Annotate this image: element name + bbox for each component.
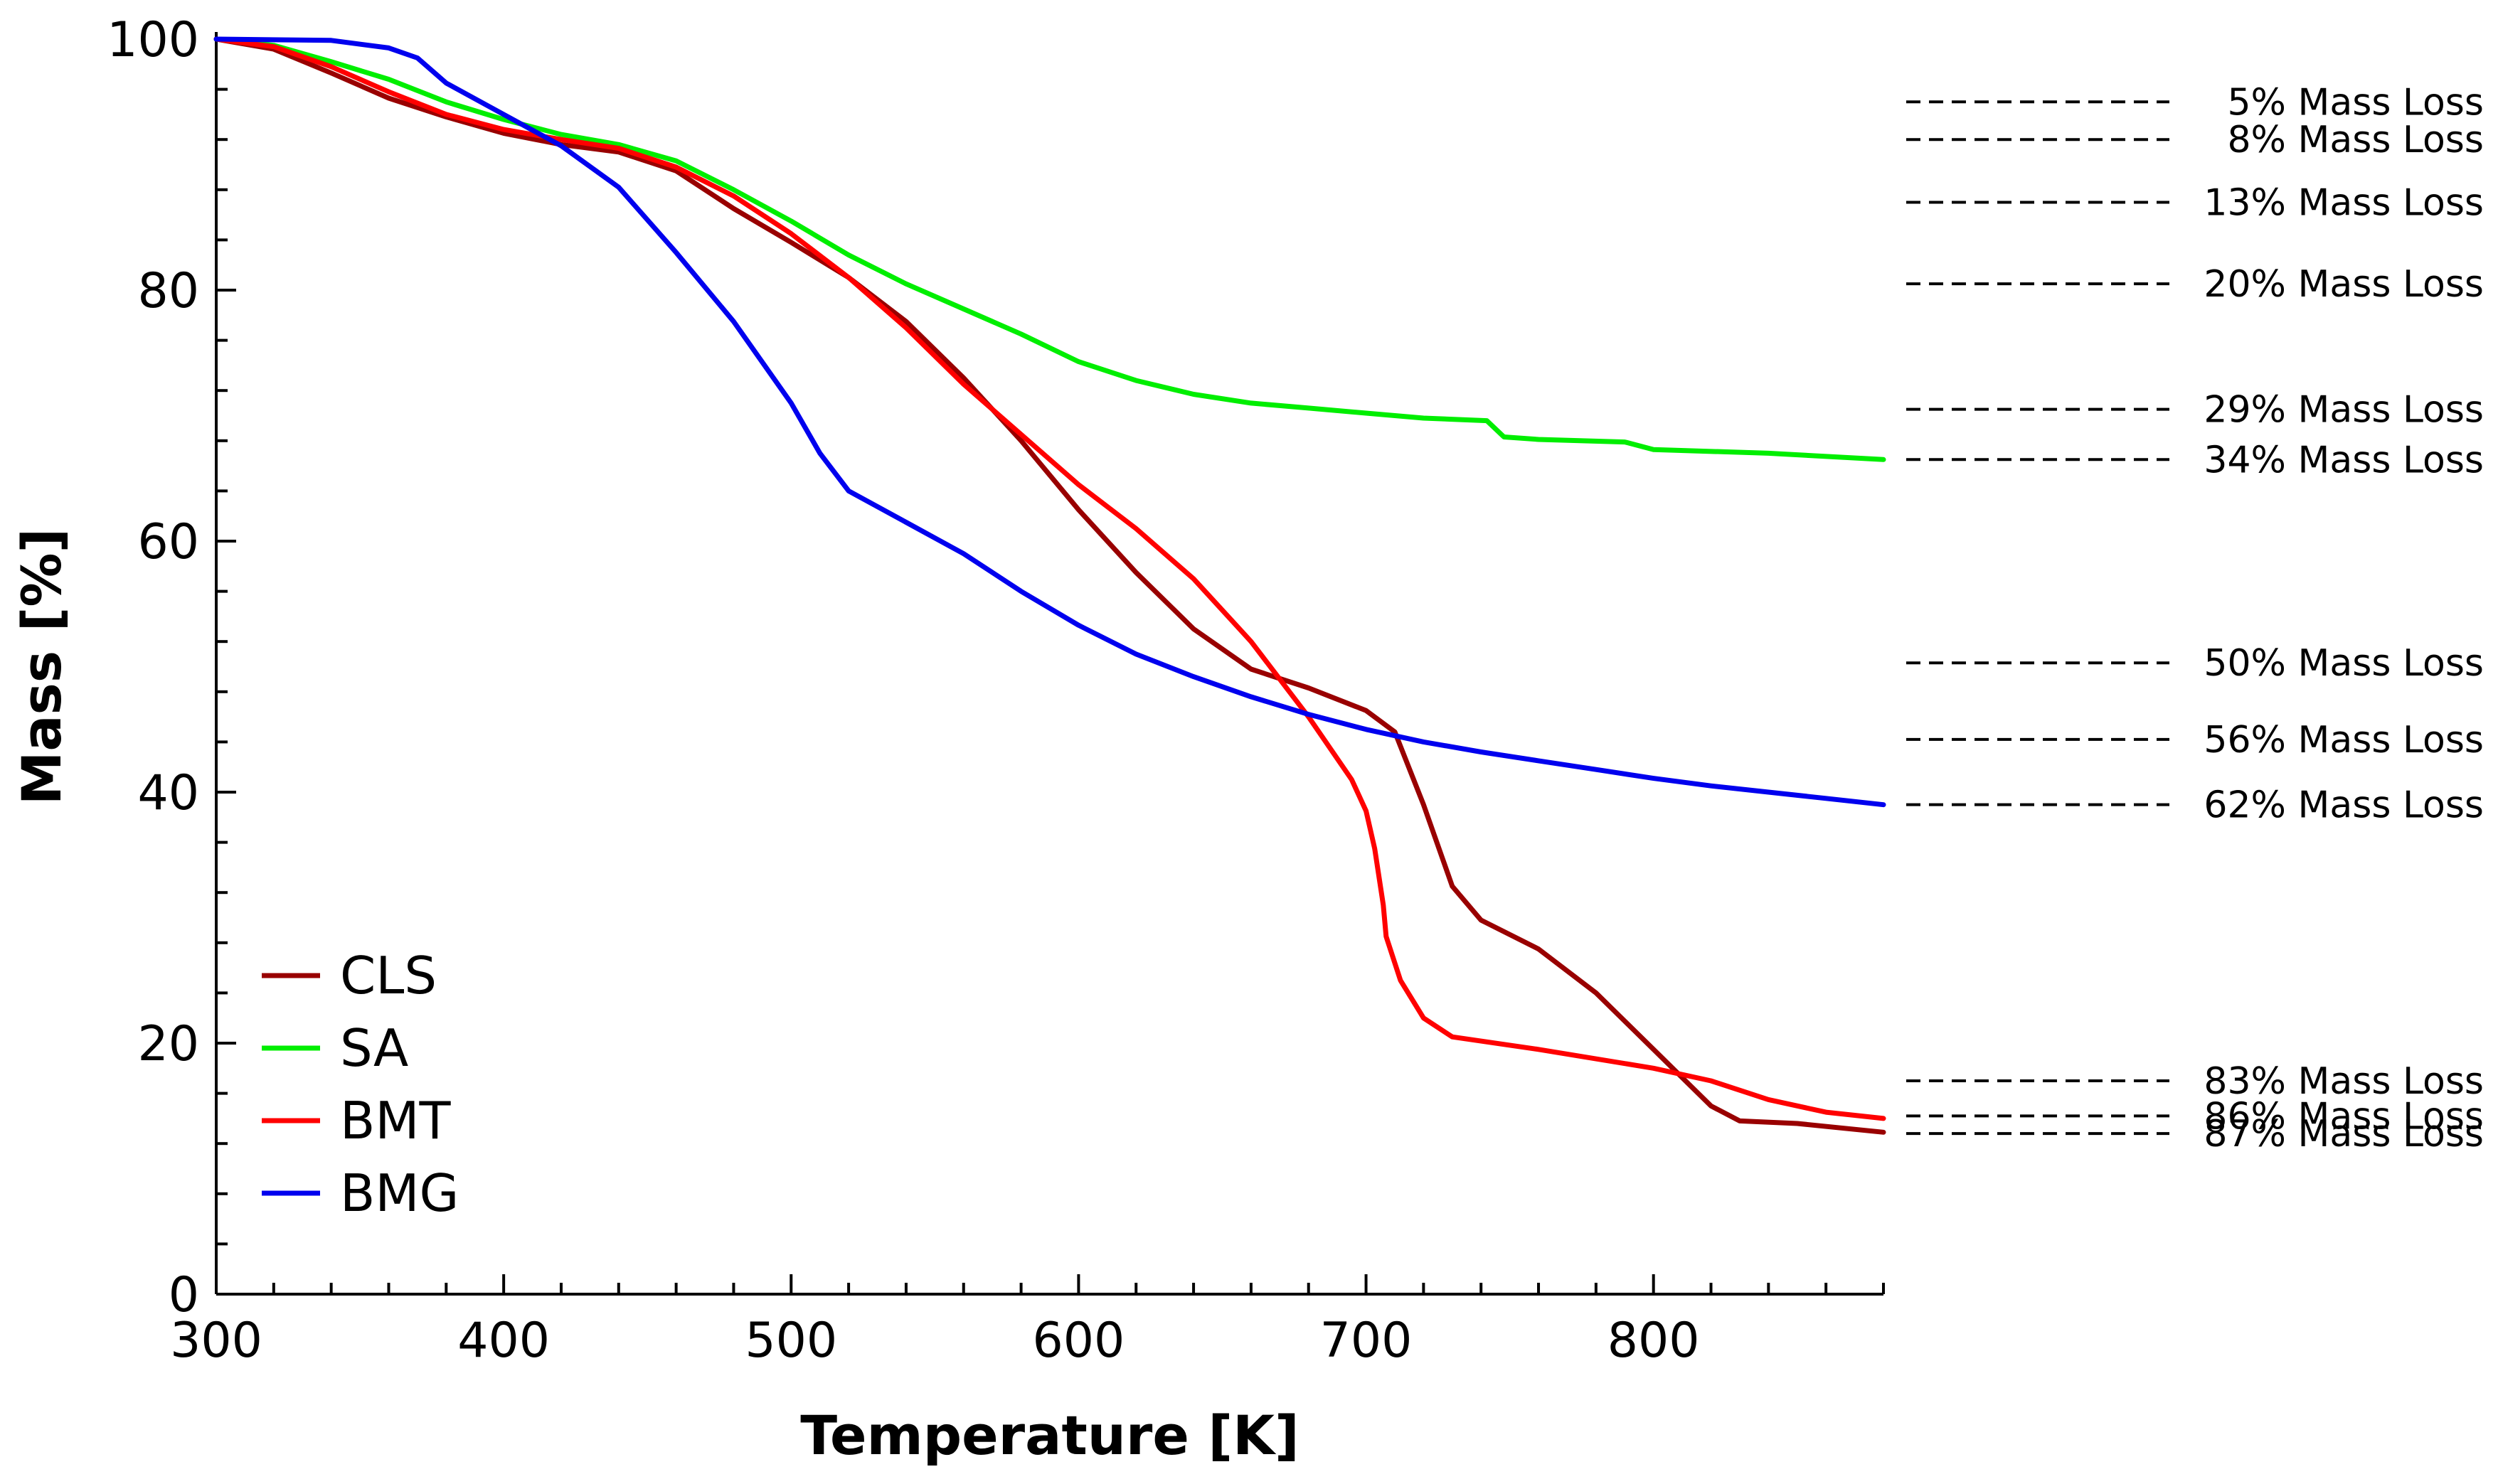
legend-label-bmg: BMG [340, 1163, 459, 1223]
x-axis-title: Temperature [K] [800, 1404, 1299, 1467]
reference-line-label: 83% Mass Loss [2204, 1060, 2484, 1103]
reference-line-label: 20% Mass Loss [2204, 263, 2484, 306]
reference-line-label: 34% Mass Loss [2204, 439, 2484, 481]
series-line-bmt [213, 36, 1886, 1121]
series-line-cls [213, 36, 1886, 1135]
x-tick-label: 700 [1320, 1313, 1413, 1369]
reference-line-label: 86% Mass Loss [2204, 1095, 2484, 1138]
x-tick-label: 500 [745, 1313, 837, 1369]
y-tick-label: 40 [137, 765, 199, 821]
series-line-bmg [213, 36, 1886, 808]
x-tick-label: 300 [170, 1313, 262, 1369]
reference-line-label: 50% Mass Loss [2204, 642, 2484, 685]
y-tick-label: 100 [107, 12, 199, 68]
legend-label-bmt: BMT [340, 1091, 452, 1151]
y-tick-label: 20 [137, 1016, 199, 1072]
legend-label-sa: SA [340, 1018, 408, 1078]
reference-line-label: 87% Mass Loss [2204, 1113, 2484, 1155]
reference-line-label: 13% Mass Loss [2204, 181, 2484, 224]
y-tick-label: 60 [137, 514, 199, 570]
y-tick-label: 0 [169, 1267, 199, 1323]
x-tick-label: 600 [1033, 1313, 1125, 1369]
reference-line-label: 8% Mass Loss [2227, 119, 2484, 161]
reference-line-label: 62% Mass Loss [2204, 784, 2484, 827]
reference-line-label: 56% Mass Loss [2204, 719, 2484, 762]
axes-group: 300 400 500 600 700 800 0 20 40 60 80 100 [107, 12, 1885, 1369]
x-tick-label: 800 [1607, 1313, 1700, 1369]
legend: CLS SA BMT BMG [262, 946, 459, 1223]
reference-line-label: 29% Mass Loss [2204, 389, 2484, 432]
y-tick-label: 80 [137, 263, 199, 319]
series-line-sa [213, 36, 1886, 462]
reference-line-label: 5% Mass Loss [2227, 81, 2484, 124]
y-axis-title: Mass [%] [10, 528, 73, 805]
x-tick-label: 400 [457, 1313, 550, 1369]
legend-label-cls: CLS [340, 946, 437, 1005]
series-group [213, 36, 1886, 1135]
